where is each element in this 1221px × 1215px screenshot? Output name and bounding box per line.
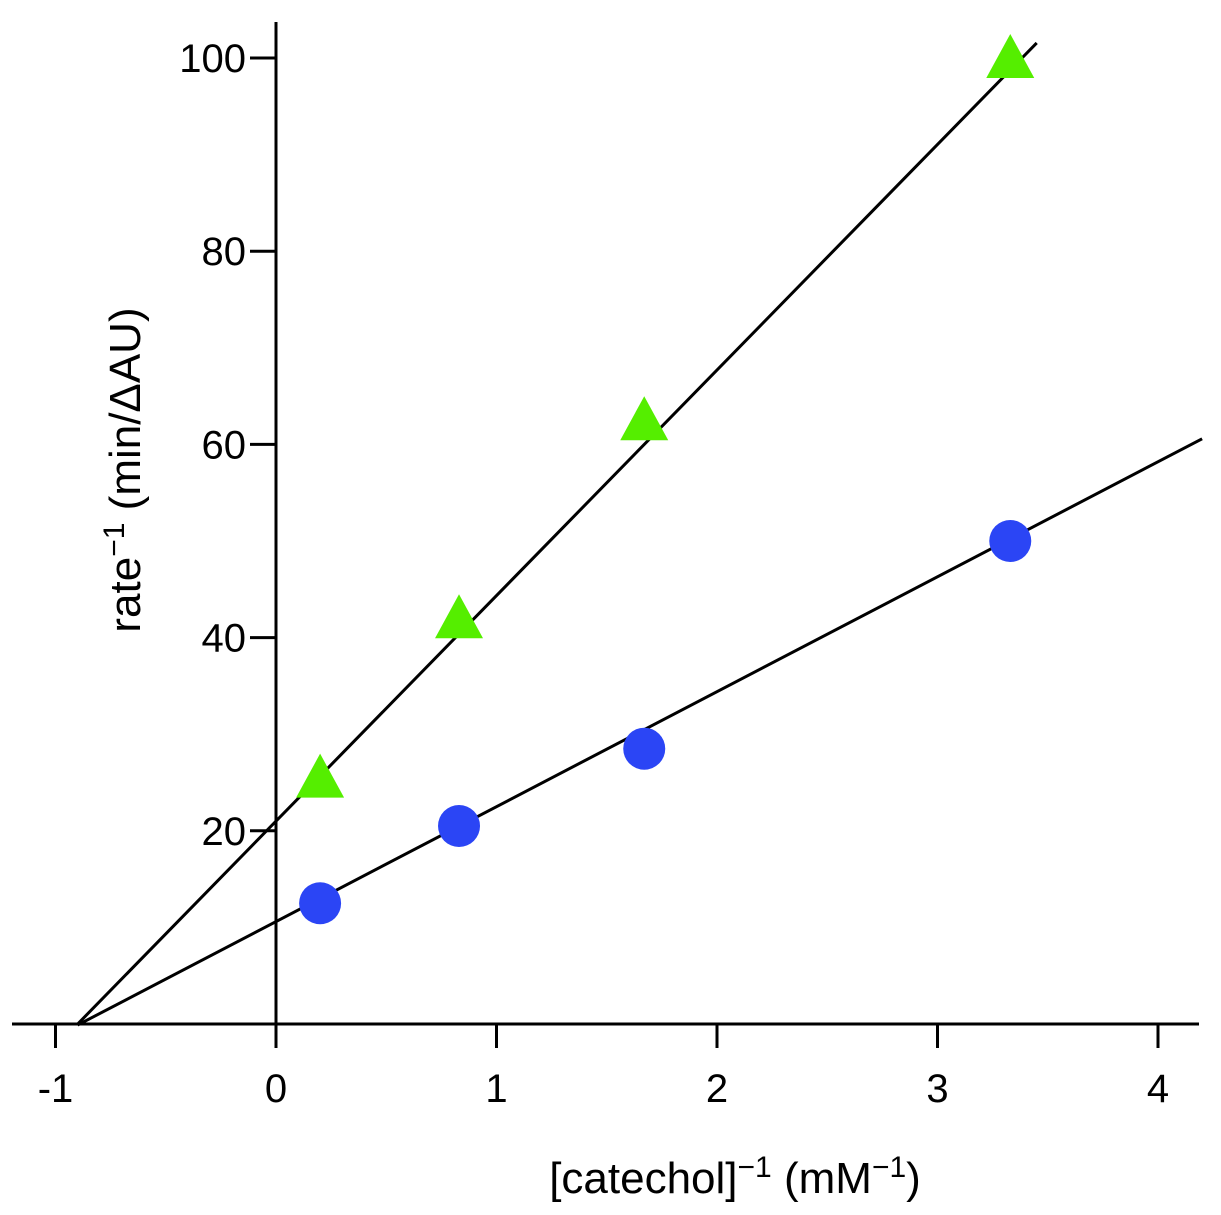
x-tick-label: 2 <box>706 1067 728 1111</box>
x-axis-title: [catechol]−1 (mM−1) <box>549 1151 921 1203</box>
x-tick-label: 4 <box>1147 1067 1169 1111</box>
x-tick-label: -1 <box>38 1067 74 1111</box>
y-tick-label: 100 <box>179 37 246 81</box>
x-axis-title-unit-sup: −1 <box>872 1151 906 1184</box>
triangles-point <box>296 753 345 798</box>
fit-lines <box>76 41 1203 1027</box>
y-tick-label: 80 <box>202 230 247 274</box>
y-axis-title-sup: −1 <box>98 523 131 557</box>
x-axis-title-unit-close: ) <box>906 1154 921 1203</box>
data-points <box>296 34 1035 925</box>
x-tick-label: 1 <box>485 1067 507 1111</box>
y-axis-title-base: rate <box>101 557 150 633</box>
x-axis-title-unit-open: (mM <box>772 1154 872 1203</box>
y-axis-title: rate−1 (min/ΔAU) <box>98 307 150 632</box>
circles-point <box>299 882 342 925</box>
triangles-fit-line <box>76 41 1038 1026</box>
triangles-point <box>620 396 669 441</box>
triangles-point <box>986 34 1035 78</box>
y-tick-label: 20 <box>202 810 247 854</box>
circles-point <box>989 520 1032 562</box>
axes: -1 0 1 2 3 4 20 40 60 80 100 <box>12 22 1199 1111</box>
x-tick-label: 3 <box>926 1067 948 1111</box>
y-tick-label: 40 <box>202 617 247 661</box>
circles-point <box>623 727 666 770</box>
y-axis-title-unit: (min/ΔAU) <box>101 307 150 522</box>
x-axis-title-sup: −1 <box>738 1151 772 1184</box>
triangles-point <box>435 594 484 639</box>
x-axis-title-base: [catechol] <box>549 1154 737 1203</box>
circles-point <box>438 804 481 847</box>
y-tick-label: 60 <box>202 423 247 467</box>
x-tick-label: 0 <box>265 1067 287 1111</box>
